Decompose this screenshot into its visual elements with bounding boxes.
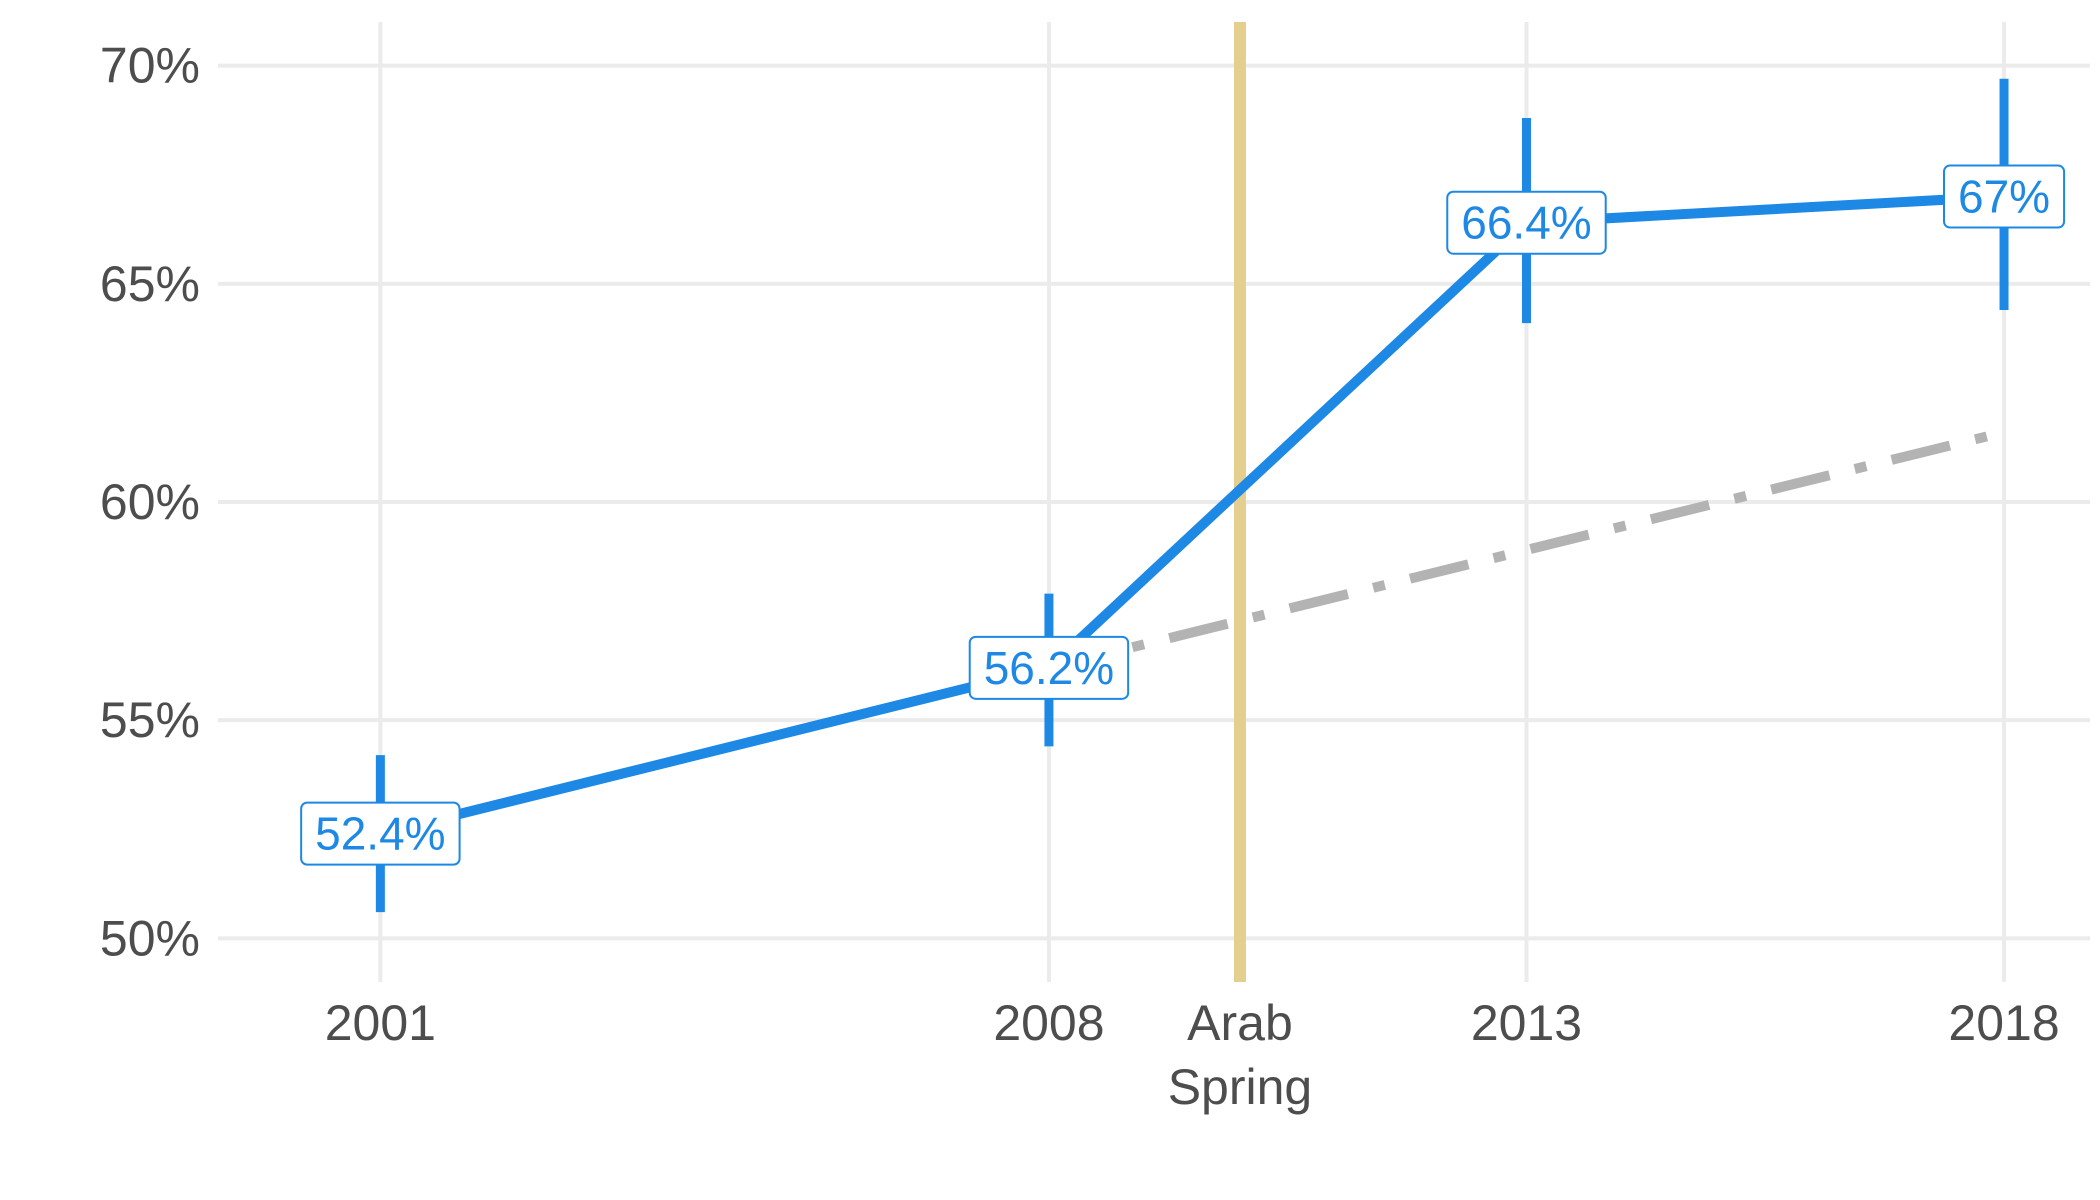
x-tick-label: 2018: [1948, 995, 2059, 1051]
data-label-text: 67%: [1958, 171, 2050, 223]
data-label-text: 66.4%: [1461, 197, 1591, 249]
data-label-box: [968, 635, 1130, 700]
x-tick-label: 2008: [993, 995, 1104, 1051]
axis-tick-labels: 50% 55% 60% 65% 70% 2001 2008 2013 2018 Arab Sprin…: [100, 38, 2060, 1115]
data-label: 67%: [1943, 164, 2066, 229]
x-tick-label: 2001: [325, 995, 436, 1051]
y-tick-label: 55%: [100, 692, 200, 748]
trend-line: [1047, 427, 2006, 673]
y-tick-label: 50%: [100, 910, 200, 966]
data-label-text: 52.4%: [315, 808, 445, 860]
y-tick-label: 70%: [100, 38, 200, 94]
data-label-text: 56.2%: [984, 642, 1114, 694]
y-tick-label: 60%: [100, 474, 200, 530]
series: [375, 78, 2009, 913]
y-tick-label: 65%: [100, 256, 200, 312]
annotation-label: Arab: [1187, 995, 1293, 1051]
data-label-box: [1446, 190, 1607, 255]
data-label: 52.4%: [300, 801, 461, 866]
grid-lines: [218, 22, 2090, 982]
data-labels: 52.4% 56.2% 66.4% 67%: [300, 164, 2066, 866]
annotation-label: Spring: [1168, 1059, 1313, 1115]
data-label-box: [300, 801, 461, 866]
data-label-box: [1943, 164, 2066, 229]
x-tick-label: 2013: [1471, 995, 1582, 1051]
series-line: [379, 191, 2005, 839]
data-label: 56.2%: [968, 635, 1130, 700]
data-label: 66.4%: [1446, 190, 1607, 255]
